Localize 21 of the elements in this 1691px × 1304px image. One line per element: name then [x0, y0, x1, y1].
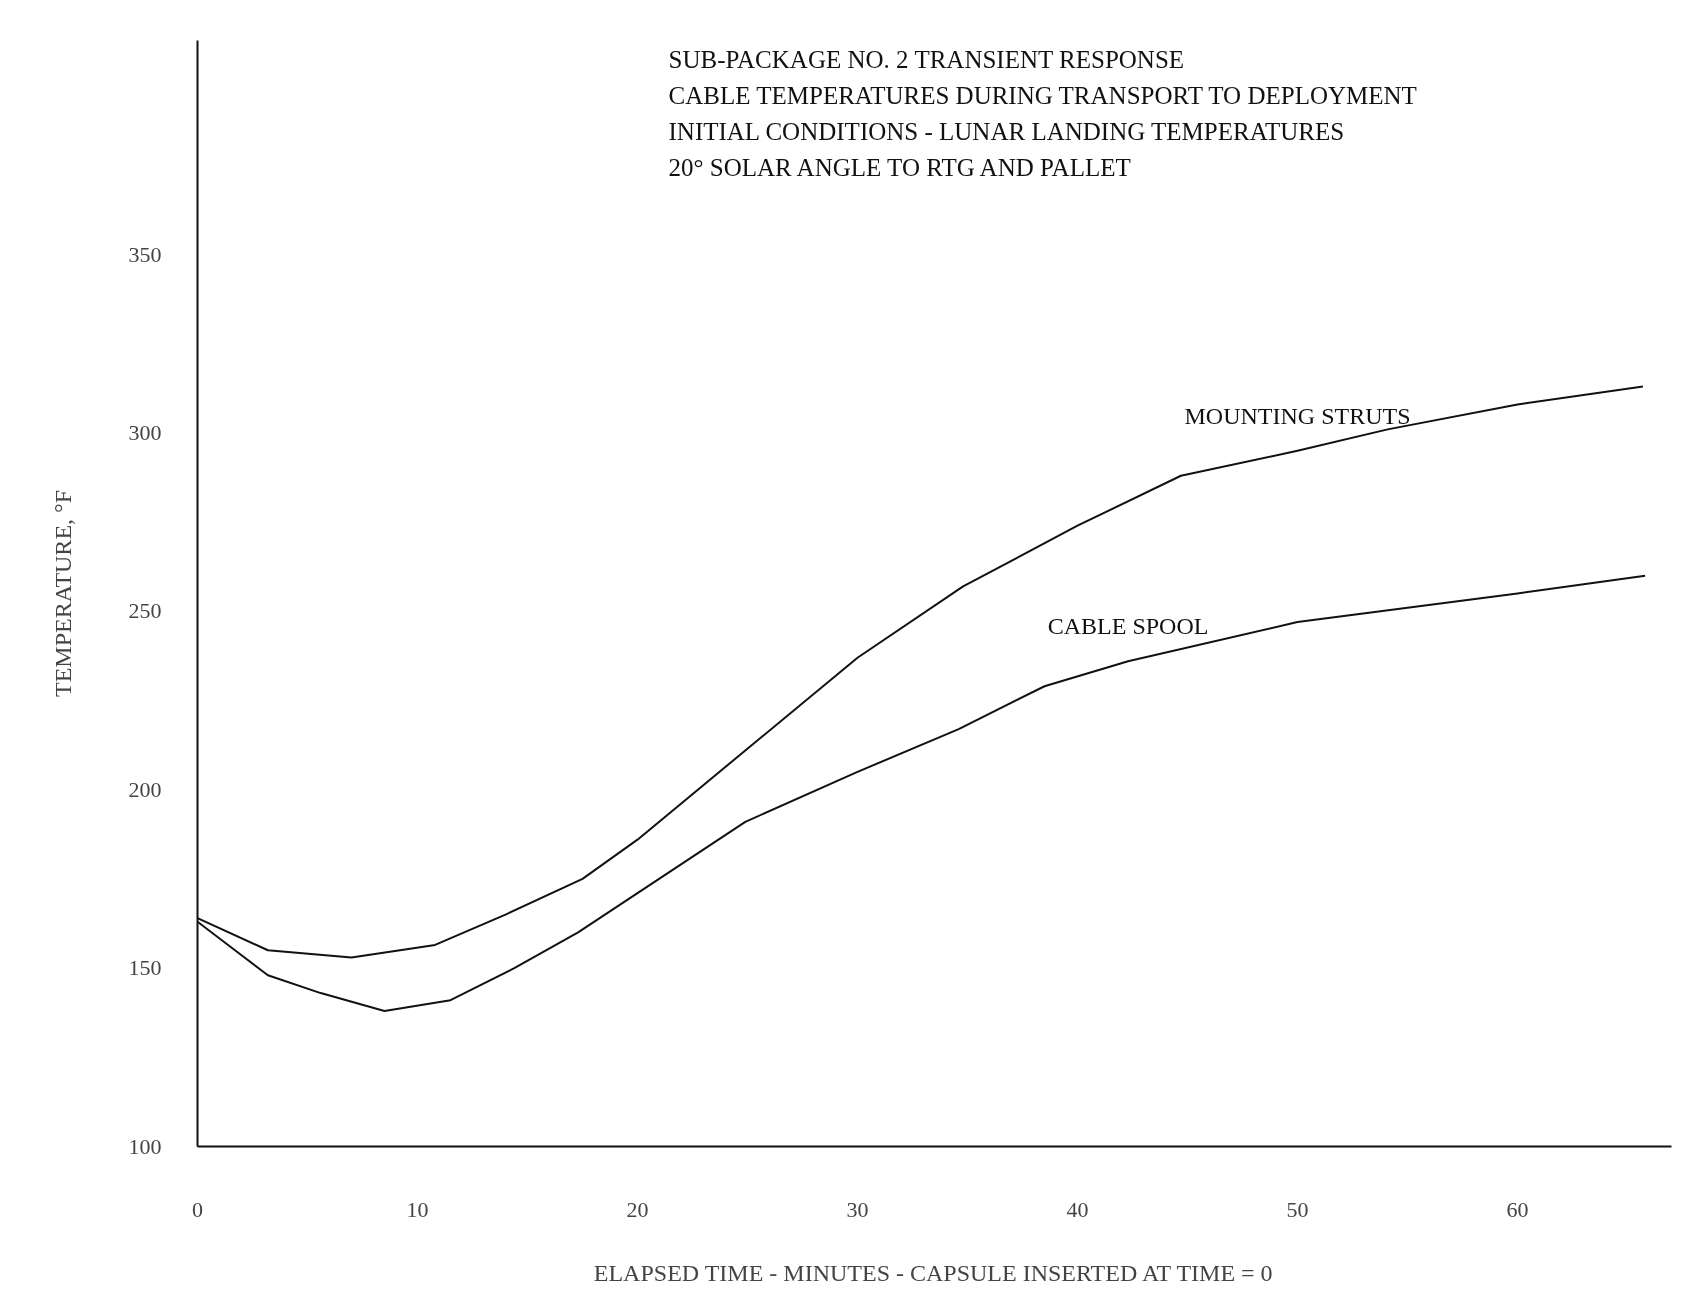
- x-tick-label: 0: [192, 1196, 203, 1222]
- annotation: 20° SOLAR ANGLE TO RTG AND PALLET: [668, 153, 1131, 181]
- y-tick-label: 350: [128, 241, 162, 267]
- x-tick-label: 50: [1286, 1196, 1309, 1222]
- text: CABLE TEMPERATURES DURING TRANSPORT TO DEPLOYMENT: [668, 81, 1417, 109]
- series-label: CABLE SPOOL: [1047, 613, 1209, 640]
- y-tick-label: 250: [128, 598, 162, 624]
- chart-title: SUB-PACKAGE NO. 2 TRANSIENT RESPONSE: [668, 45, 1185, 73]
- x-axis-title: ELAPSED TIME - MINUTES - CAPSULE INSERTED AT TIME = 0: [593, 1259, 1273, 1286]
- y-tick-label: 100: [128, 1133, 162, 1159]
- y-tick-label: 150: [128, 955, 162, 981]
- x-tick-label: 60: [1506, 1196, 1529, 1222]
- x-tick-label: 10: [406, 1196, 429, 1222]
- y-tick-label: 200: [128, 776, 162, 802]
- x-tick-label: 30: [846, 1196, 869, 1222]
- x-tick-label: 20: [626, 1196, 649, 1222]
- x-tick-label: 40: [1066, 1196, 1089, 1222]
- annotation: INITIAL CONDITIONS - LUNAR LANDING TEMPERATURES: [668, 117, 1345, 145]
- y-axis-title: TEMPERATURE, °F: [49, 490, 76, 697]
- series-label: MOUNTING STRUTS: [1184, 402, 1411, 429]
- y-tick-label: 300: [128, 419, 162, 445]
